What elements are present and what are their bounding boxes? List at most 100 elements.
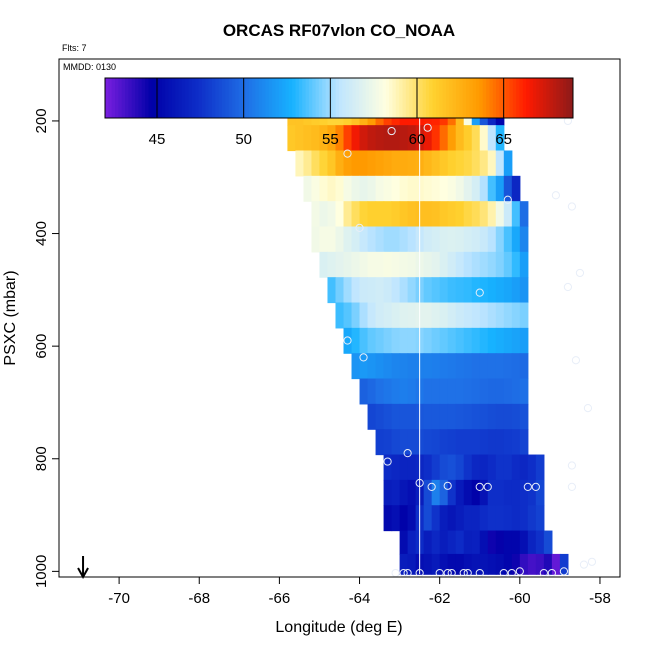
colorbar-segment — [502, 78, 507, 118]
heatmap-cell — [455, 226, 465, 253]
heatmap-cell — [311, 175, 321, 202]
heatmap-cell — [471, 251, 481, 278]
colorbar-segment — [278, 78, 283, 118]
heatmap-cell — [423, 505, 433, 532]
heatmap-cell — [455, 327, 465, 354]
heatmap-cell — [375, 429, 385, 456]
colorbar-segment — [512, 78, 517, 118]
colorbar-tick-label: 45 — [149, 131, 166, 148]
colorbar: 45 50 55 60 65 — [104, 77, 574, 148]
heatmap-cell — [383, 150, 393, 177]
colorbar-segment — [282, 78, 287, 118]
heatmap-cell — [383, 353, 393, 380]
heatmap-cell — [399, 302, 409, 329]
heatmap-cell — [367, 251, 377, 278]
colorbar-segment — [519, 78, 524, 118]
heatmap-cell — [439, 175, 449, 202]
heatmap-cell — [399, 530, 409, 555]
heatmap-cell — [495, 353, 505, 380]
heatmap-cell — [399, 251, 409, 278]
heatmap-cell — [447, 302, 457, 329]
heatmap-cell — [527, 553, 537, 575]
colorbar-segment — [198, 78, 203, 118]
observation-point — [403, 449, 412, 458]
heatmap-cell — [351, 150, 361, 177]
heatmap-cell — [359, 175, 369, 202]
heatmap-cell — [447, 226, 457, 253]
heatmap-cell — [431, 454, 441, 481]
colorbar-segment — [489, 78, 494, 118]
colorbar-segment — [108, 78, 113, 118]
heatmap-cell — [503, 327, 513, 354]
heatmap-cell — [439, 353, 449, 380]
heatmap-cell — [319, 150, 329, 177]
heatmap-cell — [455, 479, 465, 506]
x-axis: -70 -68 -66 -64 -62 -60 -58 — [108, 577, 611, 607]
heatmap-cell — [471, 353, 481, 380]
colorbar-segment — [292, 78, 297, 118]
observation-point — [475, 288, 484, 297]
heatmap-cell — [479, 353, 489, 380]
heatmap-cell — [359, 327, 369, 354]
heatmap-cell — [431, 226, 441, 253]
heatmap-cell — [407, 403, 417, 430]
colorbar-segment — [522, 78, 527, 118]
colorbar-segment — [171, 78, 176, 118]
heatmap-cell — [423, 150, 433, 177]
colorbar-segment — [201, 78, 206, 118]
colorbar-segment — [486, 78, 490, 118]
colorbar-segment — [131, 78, 136, 118]
heatmap-cell — [463, 175, 473, 202]
heatmap-cell — [487, 505, 497, 532]
heatmap-cell — [383, 277, 393, 304]
heatmap-cell — [519, 327, 529, 354]
heatmap-cell — [535, 553, 545, 575]
heatmap-cell — [511, 530, 521, 555]
colorbar-segment — [569, 78, 574, 118]
colorbar-segment — [252, 78, 256, 118]
heatmap-cell — [423, 530, 433, 555]
colorbar-segment — [372, 78, 377, 118]
observation-point — [483, 482, 492, 492]
heatmap-cell — [535, 454, 545, 481]
observation-point — [567, 461, 577, 470]
colorbar-segment — [462, 78, 467, 118]
colorbar-segment — [409, 78, 414, 118]
observation-point — [343, 336, 352, 345]
heatmap-cell — [471, 302, 481, 329]
heatmap-cell — [471, 505, 481, 532]
heatmap-cell — [383, 479, 393, 506]
colorbar-segment — [539, 78, 544, 118]
heatmap-cell — [359, 150, 369, 177]
heatmap-cell — [479, 403, 489, 430]
colorbar-segment — [125, 78, 129, 118]
heatmap-cell — [487, 201, 497, 228]
heatmap-cell — [367, 175, 377, 202]
heatmap-cell — [407, 530, 417, 555]
heatmap-cell — [463, 429, 473, 456]
colorbar-segment — [542, 78, 547, 118]
heatmap-cell — [463, 530, 473, 555]
heatmap-cell — [295, 150, 305, 177]
colorbar-segment — [285, 78, 290, 118]
heatmap-cell — [463, 479, 473, 506]
heatmap-cell — [351, 277, 361, 304]
heatmap-cell — [503, 403, 513, 430]
heatmap-cell — [479, 378, 489, 405]
colorbar-segment — [335, 78, 340, 118]
heatmap-cell — [447, 403, 457, 430]
heatmap-cell — [399, 505, 409, 532]
heatmap-cell — [431, 201, 441, 228]
heatmap-cell — [447, 429, 457, 456]
heatmap-cell — [375, 302, 385, 329]
heatmap-cell — [519, 302, 529, 329]
heatmap-cell — [471, 175, 481, 202]
colorbar-segment — [305, 78, 310, 118]
heatmap-cell — [383, 175, 393, 202]
heatmap-cell — [519, 353, 529, 380]
heatmap-cell — [455, 251, 465, 278]
heatmap-cell — [487, 302, 497, 329]
heatmap-cell — [391, 175, 401, 202]
x-tick-label: -68 — [188, 590, 210, 607]
heatmap-cell — [543, 553, 553, 575]
